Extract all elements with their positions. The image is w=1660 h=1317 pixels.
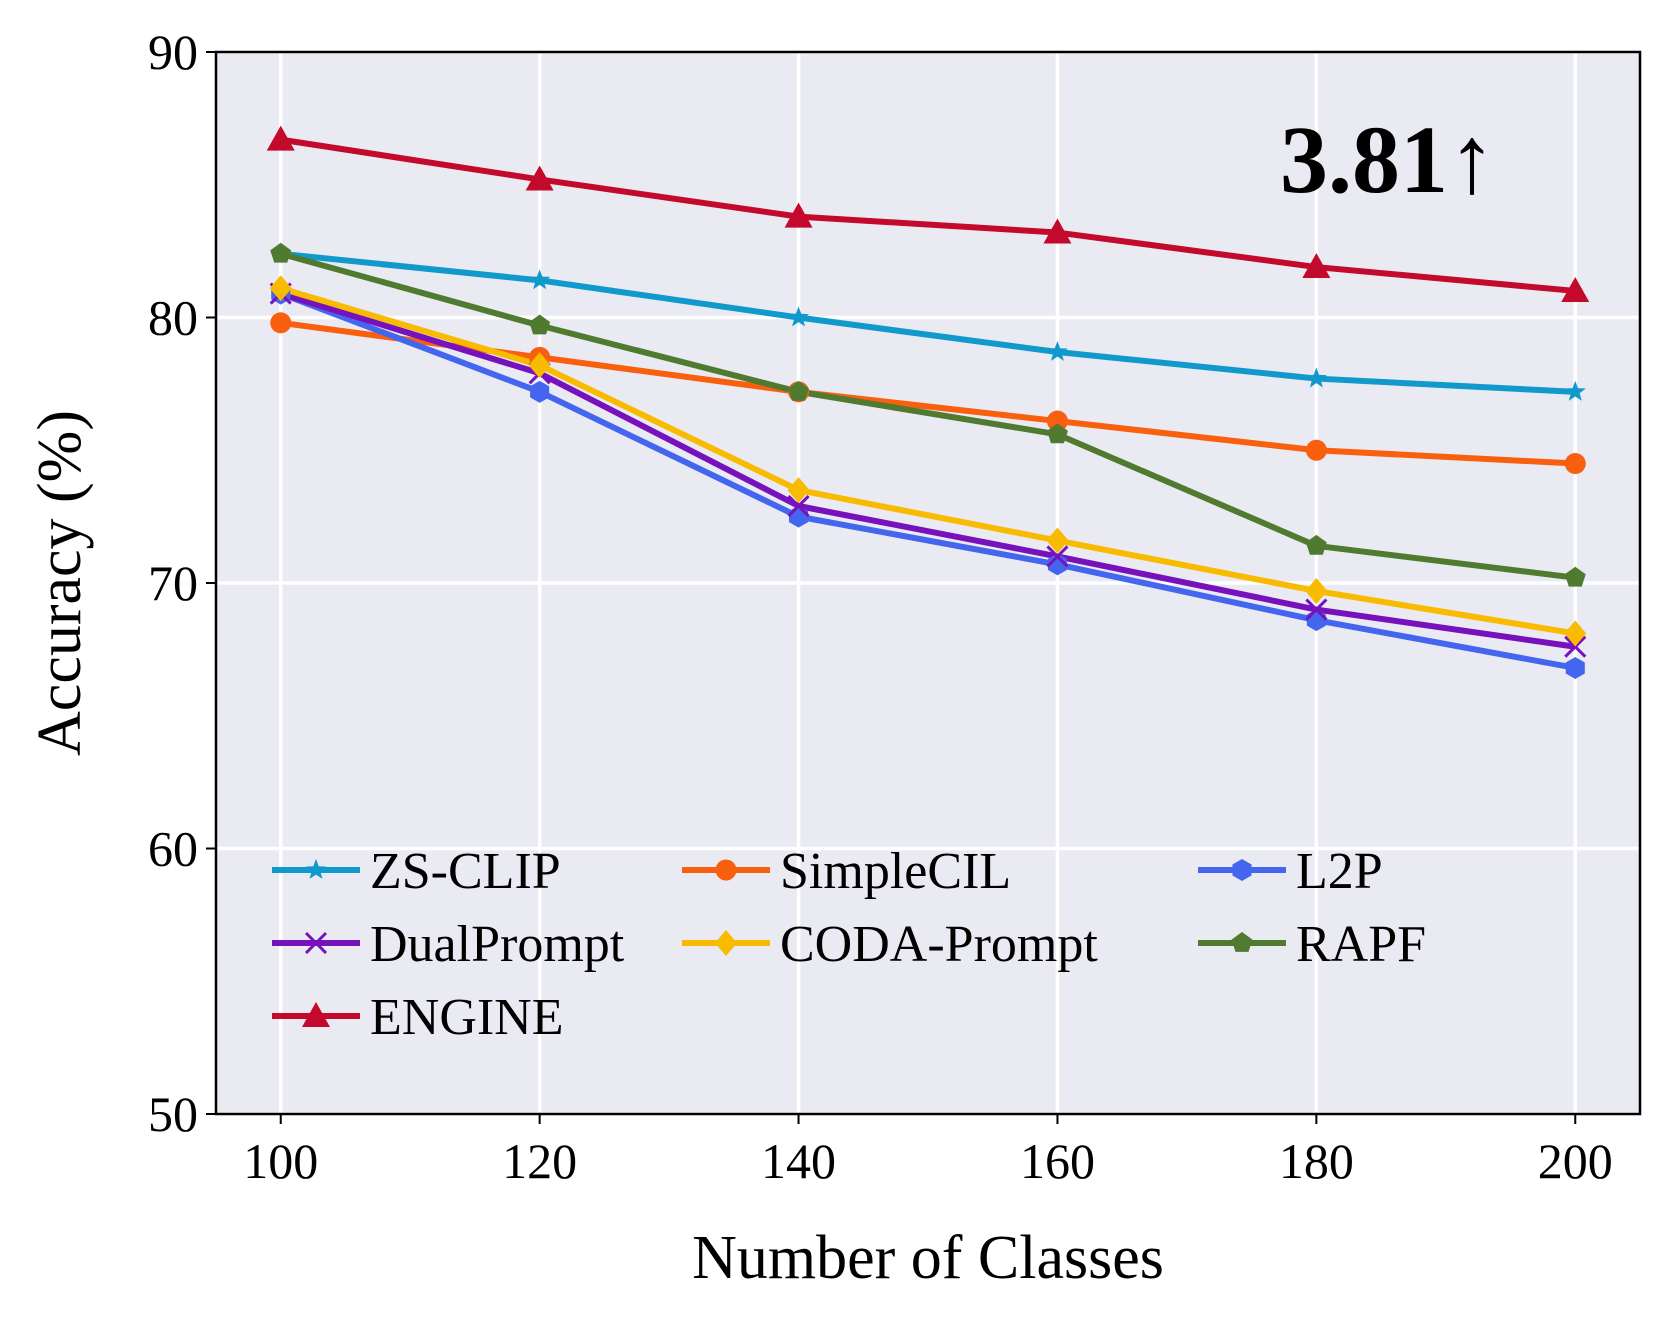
data-point-coda-prompt [1305,577,1328,604]
y-tick-label: 70 [148,555,198,611]
data-point-coda-prompt [1046,527,1069,554]
data-point-zs-clip [1046,341,1068,361]
y-tick-label: 80 [148,290,198,346]
legend-item-l2p: L2P [1198,843,1383,900]
x-marker-stroke [1564,635,1587,658]
x-marker-stroke [304,931,328,955]
data-point-simplecil [1305,439,1327,461]
data-point-dualprompt [1305,598,1328,621]
data-point-coda-prompt [269,275,292,302]
legend: ZS-CLIP SimpleCIL L2P DualPrompt CODA-Prompt… [272,843,1426,1046]
data-point-engine [1043,218,1072,244]
legend-swatch-marker [304,931,328,955]
data-point-rapf [1305,534,1327,555]
data-point-engine [266,125,295,151]
legend-label: CODA-Prompt [780,916,1098,973]
data-point-engine [784,202,813,228]
legend-swatch-marker [715,930,737,956]
data-point-rapf [270,242,292,263]
data-point-dualprompt [1564,635,1587,658]
x-marker-stroke [1305,598,1328,621]
series-line-coda-prompt [279,285,1576,637]
x-marker-stroke [1046,545,1069,568]
y-axis-title: Accuracy (%) [26,410,94,756]
data-point-rapf [1046,423,1068,444]
legend-item-dualprompt: DualPrompt [272,916,625,973]
legend-item-rapf: RAPF [1198,916,1426,973]
axis-ticks [206,51,1577,1124]
x-tick-label: 160 [1020,1133,1095,1189]
data-point-dualprompt [1046,545,1069,568]
data-point-l2p [1047,553,1067,576]
series-line-dualprompt [279,290,1576,650]
legend-item-zs-clip: ZS-CLIP [272,843,561,900]
tick-labels: 100 120 140 160 180 200 50 60 70 80 90 [148,24,1613,1189]
data-point-rapf [788,380,810,401]
legend-label: DualPrompt [370,916,625,973]
data-point-zs-clip [788,306,810,327]
data-point-rapf [1564,566,1586,587]
y-tick-label: 60 [148,821,198,877]
legend-item-engine: ENGINE [272,989,564,1046]
series-line-l2p [279,290,1576,671]
series-lines [279,136,1576,671]
data-point-zs-clip [1564,380,1586,401]
data-point-rapf [529,314,551,335]
x-tick-label: 140 [761,1133,836,1189]
series-markers [266,125,1590,679]
data-point-simplecil [1046,410,1068,432]
data-point-coda-prompt [787,477,810,504]
annotation-improvement: 3.81↑ [1280,106,1496,213]
legend-label: ZS-CLIP [370,843,561,900]
data-point-zs-clip [1305,367,1327,388]
data-point-engine [1561,276,1590,302]
legend-swatch-marker [305,859,327,879]
data-point-simplecil [270,312,292,334]
data-point-coda-prompt [1564,620,1587,647]
legend-swatch-marker [1232,859,1252,881]
legend-label: ENGINE [370,989,564,1046]
series-line-engine [280,136,1576,294]
legend-swatch-marker [1231,932,1253,952]
data-point-engine [1302,253,1331,279]
series-line-zs-clip [280,250,1576,395]
legend-label: SimpleCIL [780,843,1011,900]
data-point-l2p [1565,656,1585,679]
x-tick-label: 200 [1538,1133,1613,1189]
legend-swatch-marker [715,859,737,881]
y-tick-label: 50 [148,1086,198,1142]
legend-label: RAPF [1296,916,1426,973]
data-point-coda-prompt [528,352,551,379]
data-point-l2p [530,380,550,403]
data-point-engine [525,165,554,191]
series-line-rapf [279,250,1576,581]
legend-label: L2P [1296,843,1383,900]
legend-swatch-marker [302,1002,330,1027]
data-point-simplecil [1564,453,1586,475]
legend-item-simplecil: SimpleCIL [682,843,1011,900]
x-tick-label: 120 [502,1133,577,1189]
x-axis-title: Number of Classes [692,1224,1164,1292]
y-tick-label: 90 [148,24,198,80]
x-marker-stroke [787,494,810,518]
data-point-dualprompt [787,494,810,518]
legend-item-coda-prompt: CODA-Prompt [682,916,1098,973]
data-point-zs-clip [529,269,551,290]
x-tick-label: 100 [243,1133,318,1189]
x-tick-label: 180 [1279,1133,1354,1189]
